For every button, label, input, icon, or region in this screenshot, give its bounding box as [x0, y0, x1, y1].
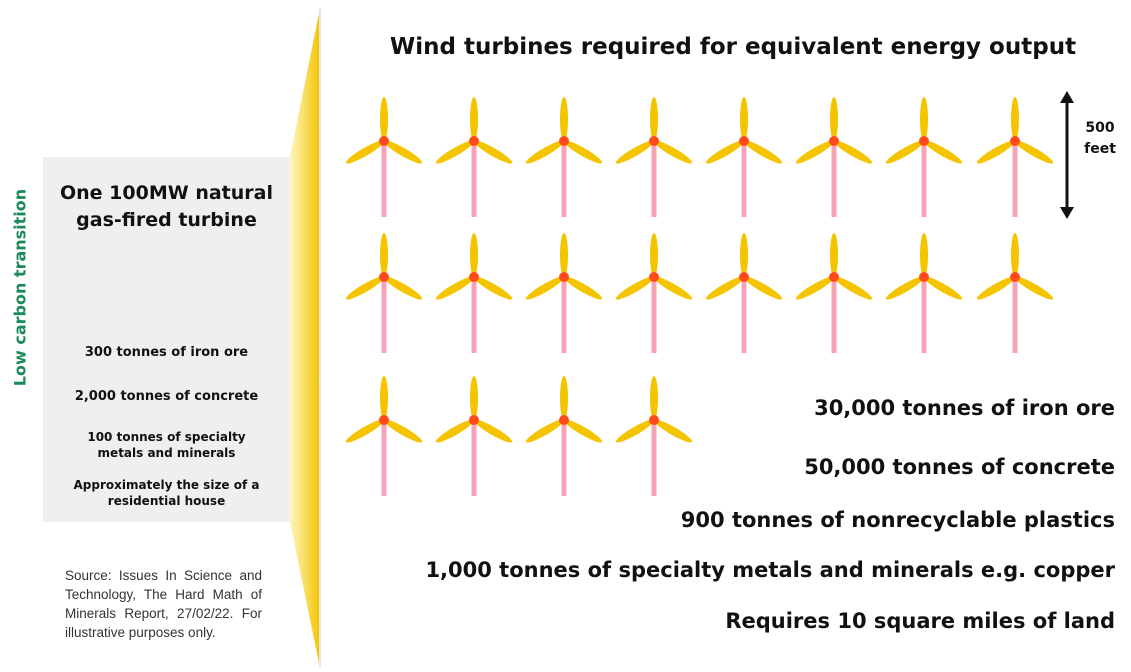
wind-turbine	[345, 376, 423, 496]
wind-turbine	[795, 233, 873, 353]
wind-turbine	[525, 233, 603, 353]
wind-turbine	[435, 376, 513, 496]
wind-turbines	[345, 97, 1054, 496]
wind-turbine	[705, 97, 783, 217]
source-note: Source: Issues In Science and Technology…	[65, 568, 262, 640]
height-arrow	[1060, 91, 1074, 219]
panel-item: 300 tonnes of iron ore	[84, 345, 249, 360]
wind-turbine	[976, 233, 1054, 353]
requirement: Requires 10 square miles of land	[725, 609, 1115, 633]
requirement: 30,000 tonnes of iron ore	[814, 396, 1115, 420]
wind-turbine	[435, 97, 513, 217]
side-label: Low carbon transition	[10, 188, 30, 387]
scale-label: 500 feet	[1084, 120, 1116, 157]
wind-turbine	[705, 233, 783, 353]
panel-item: 100 tonnes of specialty metals and miner…	[87, 430, 246, 460]
wind-turbine	[345, 233, 423, 353]
panel-title: One 100MW natural gas-fired turbine	[60, 182, 273, 231]
requirement: 900 tonnes of nonrecyclable plastics	[680, 508, 1115, 532]
wind-turbine	[795, 97, 873, 217]
panel-item: Approximately the size of a residential …	[73, 478, 260, 508]
requirement: 1,000 tonnes of specialty metals and min…	[425, 558, 1115, 582]
panel-item: 2,000 tonnes of concrete	[74, 389, 259, 404]
wind-turbine	[615, 233, 693, 353]
wind-turbine	[885, 97, 963, 217]
left-panel	[43, 157, 290, 522]
right-title: Wind turbines required for equivalent en…	[389, 34, 1077, 60]
wind-turbine	[435, 233, 513, 353]
wind-turbine	[615, 97, 693, 217]
wind-turbine	[525, 376, 603, 496]
wind-turbine	[345, 97, 423, 217]
wedge	[290, 8, 320, 668]
wind-turbine	[885, 233, 963, 353]
wind-turbine	[615, 376, 693, 496]
requirement: 50,000 tonnes of concrete	[804, 455, 1115, 479]
wind-turbine	[525, 97, 603, 217]
wind-turbine	[976, 97, 1054, 217]
